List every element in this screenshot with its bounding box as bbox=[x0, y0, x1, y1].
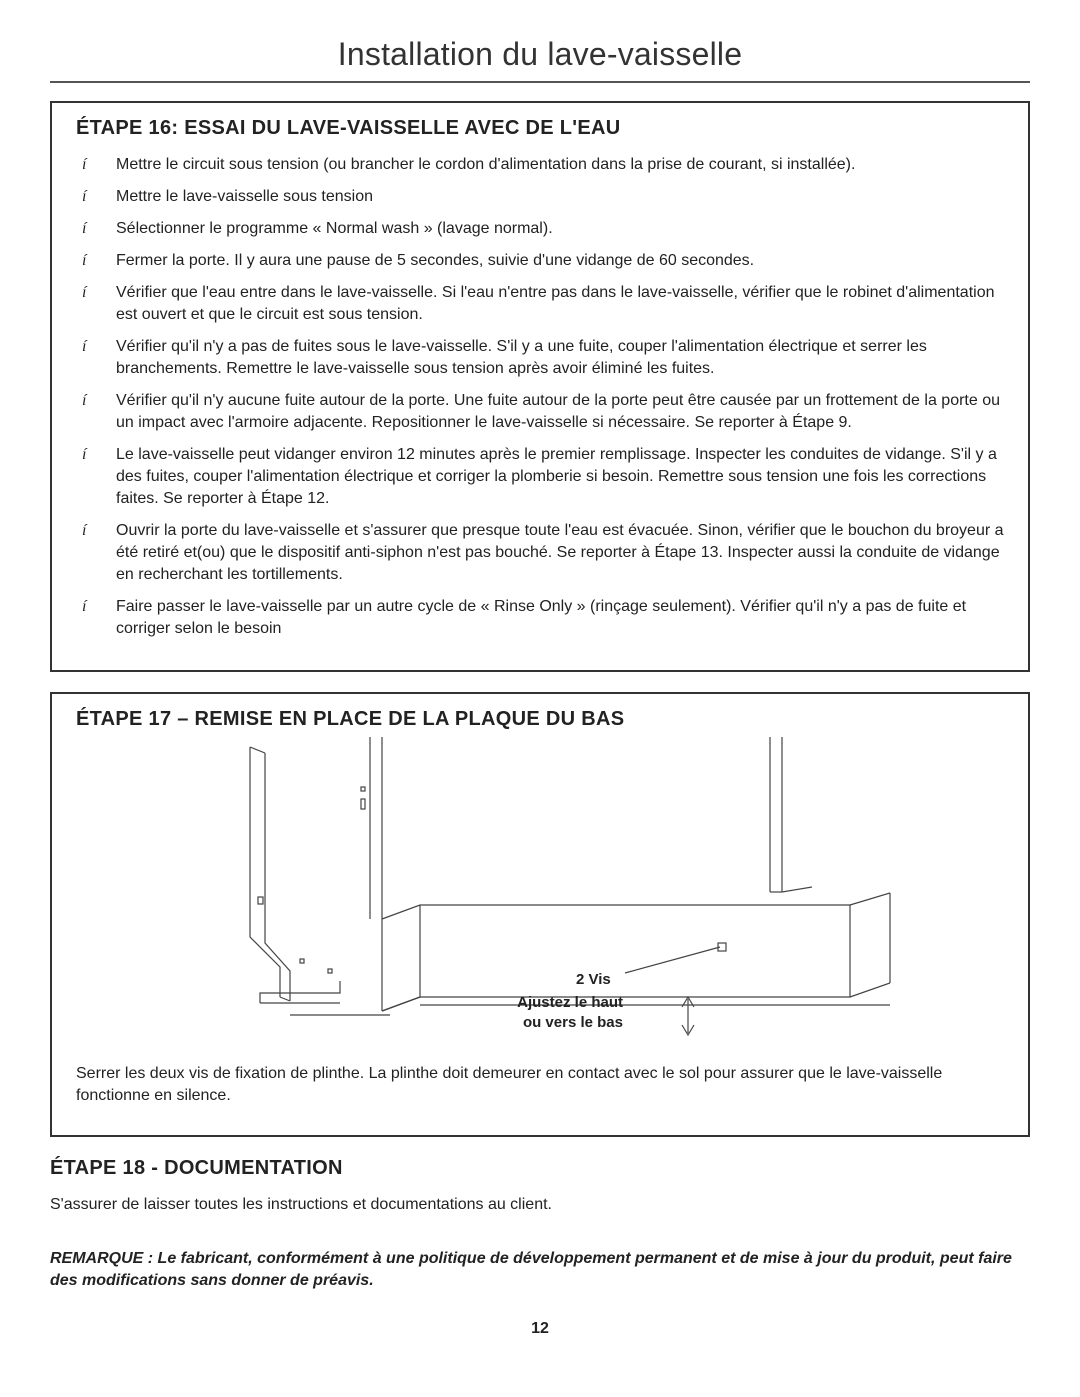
title-rule bbox=[50, 81, 1030, 83]
diagram-label-adjust: Ajustez le haut ou vers le bas bbox=[503, 993, 623, 1033]
item-text: Le lave-vaisselle peut vidanger environ … bbox=[116, 446, 997, 507]
step18-heading: ÉTAPE 18 - DOCUMENTATION bbox=[50, 1157, 1030, 1180]
item-text: Vérifier que l'eau entre dans le lave-va… bbox=[116, 284, 994, 323]
list-item: íVérifier que l'eau entre dans le lave-v… bbox=[80, 282, 1004, 326]
step18-text: S'assurer de laisser toutes les instruct… bbox=[50, 1194, 1030, 1216]
list-item: íLe lave-vaisselle peut vidanger environ… bbox=[80, 444, 1004, 510]
item-text: Sélectionner le programme « Normal wash … bbox=[116, 220, 553, 237]
item-text: Vérifier qu'il n'y a pas de fuites sous … bbox=[116, 338, 927, 377]
step17-diagram: 2 Vis Ajustez le haut ou vers le bas bbox=[76, 737, 1004, 1057]
page-number: 12 bbox=[50, 1320, 1030, 1338]
list-item: íSélectionner le programme « Normal wash… bbox=[80, 218, 1004, 240]
main-title: Installation du lave-vaisselle bbox=[50, 36, 1030, 73]
list-item: íFermer la porte. Il y aura une pause de… bbox=[80, 250, 1004, 272]
step16-heading: ÉTAPE 16: ESSAI DU LAVE-VAISSELLE AVEC D… bbox=[76, 117, 1004, 140]
step16-list: íMettre le circuit sous tension (ou bran… bbox=[76, 154, 1004, 640]
list-item: íVérifier qu'il n'y a pas de fuites sous… bbox=[80, 336, 1004, 380]
item-text: Ouvrir la porte du lave-vaisselle et s'a… bbox=[116, 522, 1004, 583]
step17-heading: ÉTAPE 17 – REMISE EN PLACE DE LA PLAQUE … bbox=[76, 708, 1004, 731]
item-text: Vérifier qu'il n'y aucune fuite autour d… bbox=[116, 392, 1000, 431]
list-item: íOuvrir la porte du lave-vaisselle et s'… bbox=[80, 520, 1004, 586]
remark-note: REMARQUE : Le fabricant, conformément à … bbox=[50, 1248, 1030, 1292]
item-text: Mettre le circuit sous tension (ou branc… bbox=[116, 156, 855, 173]
list-item: íFaire passer le lave-vaisselle par un a… bbox=[80, 596, 1004, 640]
item-text: Faire passer le lave-vaisselle par un au… bbox=[116, 598, 966, 637]
list-item: íMettre le lave-vaisselle sous tension bbox=[80, 186, 1004, 208]
adjust-line1: Ajustez le haut bbox=[517, 994, 623, 1011]
step17-box: ÉTAPE 17 – REMISE EN PLACE DE LA PLAQUE … bbox=[50, 692, 1030, 1137]
step17-caption: Serrer les deux vis de fixation de plint… bbox=[76, 1063, 1004, 1107]
list-item: íVérifier qu'il n'y aucune fuite autour … bbox=[80, 390, 1004, 434]
adjust-line2: ou vers le bas bbox=[523, 1014, 623, 1031]
item-text: Fermer la porte. Il y aura une pause de … bbox=[116, 252, 754, 269]
item-text: Mettre le lave-vaisselle sous tension bbox=[116, 188, 373, 205]
diagram-label-2vis: 2 Vis bbox=[576, 971, 611, 988]
step16-box: ÉTAPE 16: ESSAI DU LAVE-VAISSELLE AVEC D… bbox=[50, 101, 1030, 672]
list-item: íMettre le circuit sous tension (ou bran… bbox=[80, 154, 1004, 176]
